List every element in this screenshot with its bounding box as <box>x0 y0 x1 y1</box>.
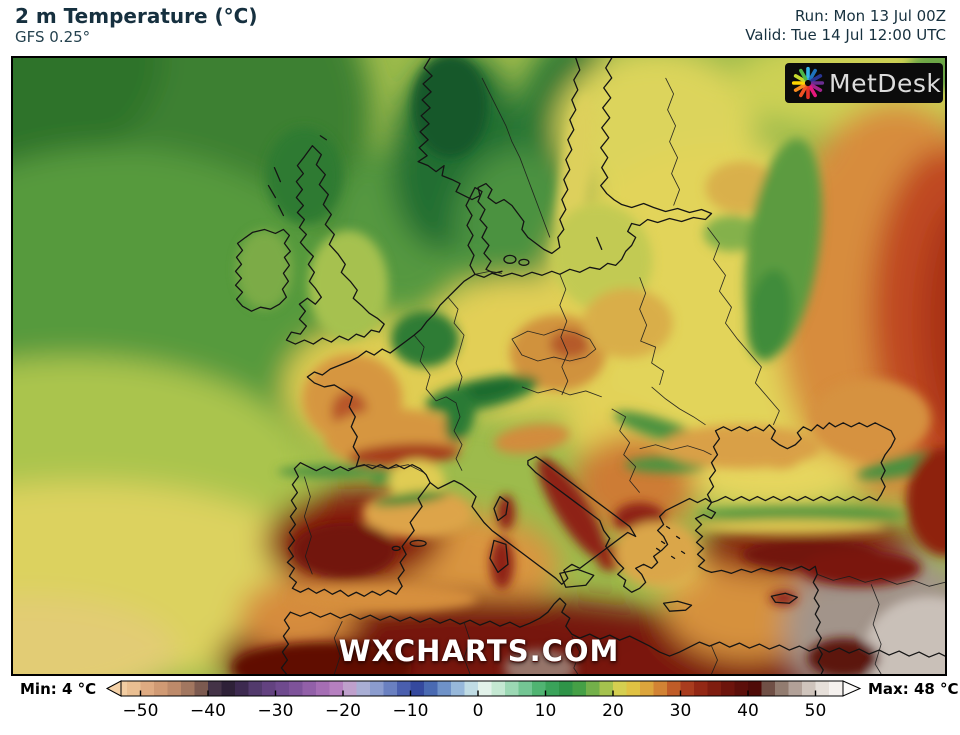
metdesk-logo: MetDesk <box>785 63 943 103</box>
tick-label: −30 <box>258 701 294 721</box>
tick-label: 50 <box>805 701 827 721</box>
tick-label: 20 <box>602 701 624 721</box>
temp-region-netherlands-dark <box>391 311 460 367</box>
header-left: 2 m Temperature (°C) GFS 0.25° <box>15 4 258 47</box>
temp-region-povalley-orange <box>494 423 570 454</box>
temp-region-france-red-streak <box>348 443 460 467</box>
coastlines <box>234 58 945 674</box>
max-temp-label: Max: 48 °C <box>868 680 959 698</box>
temp-region-spain-north-green <box>277 465 388 478</box>
run-label: Run: Mon 13 Jul 00Z <box>794 7 946 25</box>
min-temp-label: Min: 4 °C <box>20 680 96 698</box>
temp-region-estonia-green <box>703 215 760 252</box>
country-borders <box>303 77 945 674</box>
temp-region-ukraine-green-core <box>746 269 793 361</box>
tick-label: 0 <box>473 701 484 721</box>
temp-region-germany-red-spot <box>549 330 590 359</box>
colorbar-right-arrow <box>842 680 862 697</box>
temp-region-norway-darker <box>412 58 488 158</box>
temperature-map: MetDesk WXCHARTS.COM <box>11 56 947 676</box>
coast-scandinavia <box>417 58 581 255</box>
temp-region-italy-apennine-red <box>537 457 607 560</box>
model-subtitle: GFS 0.25° <box>15 28 91 46</box>
temp-region-baltic-yellowgreen <box>550 203 653 312</box>
temp-region-ocean-sw-tan <box>13 596 178 674</box>
valid-label: Valid: Tue 14 Jul 12:00 UTC <box>745 25 946 44</box>
page-title: 2 m Temperature (°C) <box>15 4 258 28</box>
colorbar-legend: Min: 4 °C −50 −40 −30 −20 −10 0 10 20 30 40 50 Max… <box>20 680 959 721</box>
coast-iberia <box>286 462 431 597</box>
temp-region-africa-gray-spot <box>503 650 576 674</box>
coast-africa <box>289 597 945 658</box>
temp-region-russia-east-core <box>921 211 945 433</box>
coast-aegean-islands <box>655 525 686 560</box>
colorbar-left-arrow <box>105 680 122 697</box>
tick-label: 40 <box>737 701 759 721</box>
temp-region-alps-dark <box>460 378 520 400</box>
temp-region-south-ukraine-orange <box>661 424 822 469</box>
tick-label: 10 <box>535 701 557 721</box>
metdesk-logo-text: MetDesk <box>829 68 942 98</box>
temp-region-turkey-yellow-band <box>696 519 887 534</box>
header-right: Run: Mon 13 Jul 00Z Valid: Tue 14 Jul 12… <box>745 7 946 45</box>
temp-region-ireland-light <box>236 229 293 310</box>
tick-label: −50 <box>123 701 159 721</box>
coast-west-europe <box>306 273 476 468</box>
coast-blacksea <box>706 422 896 504</box>
coast-turkey-levant <box>710 565 824 674</box>
coast-hebrides <box>267 135 327 217</box>
coast-britain <box>285 145 385 345</box>
tick-label: 30 <box>670 701 692 721</box>
temp-region-syria-maroon <box>807 638 880 674</box>
coast-finland-baltic <box>465 58 713 278</box>
starburst-icon <box>791 66 825 100</box>
coast-islands-med <box>391 495 798 612</box>
temp-region-pyrenees-green <box>372 490 448 507</box>
watermark: WXCHARTS.COM <box>338 634 620 668</box>
coast-med-north <box>429 456 717 593</box>
temp-region-spain-south-orange <box>287 584 478 613</box>
temp-region-sweden-green <box>455 149 579 306</box>
temp-region-spain-dark-core <box>292 522 397 579</box>
colorbar-gradient <box>120 680 844 697</box>
tick-label: −10 <box>393 701 429 721</box>
coast-danish-isles <box>503 236 603 266</box>
colorbar-ticks <box>139 690 817 696</box>
temp-region-caucasus-red-east <box>906 446 945 557</box>
temp-region-atlas-dark <box>232 642 413 674</box>
coast-morocco-west <box>280 611 292 674</box>
tick-label: −40 <box>190 701 226 721</box>
temp-region-poland-orange <box>582 288 673 359</box>
tick-label: −20 <box>325 701 361 721</box>
temperature-field <box>13 58 945 674</box>
temp-region-england-light <box>308 230 389 341</box>
temp-region-turkey-green-stripe <box>696 506 907 523</box>
temp-region-scotland-dark <box>266 127 343 224</box>
temp-region-sardinia-red <box>489 537 514 590</box>
temp-region-ocean-nw-core <box>13 58 163 178</box>
temp-region-azov-orange <box>811 378 932 459</box>
coast-ireland <box>234 228 292 312</box>
temp-region-turkey-se-red <box>801 550 922 587</box>
colorbar-tick-labels: −50 −40 −30 −20 −10 0 10 20 30 40 50 <box>123 701 827 721</box>
